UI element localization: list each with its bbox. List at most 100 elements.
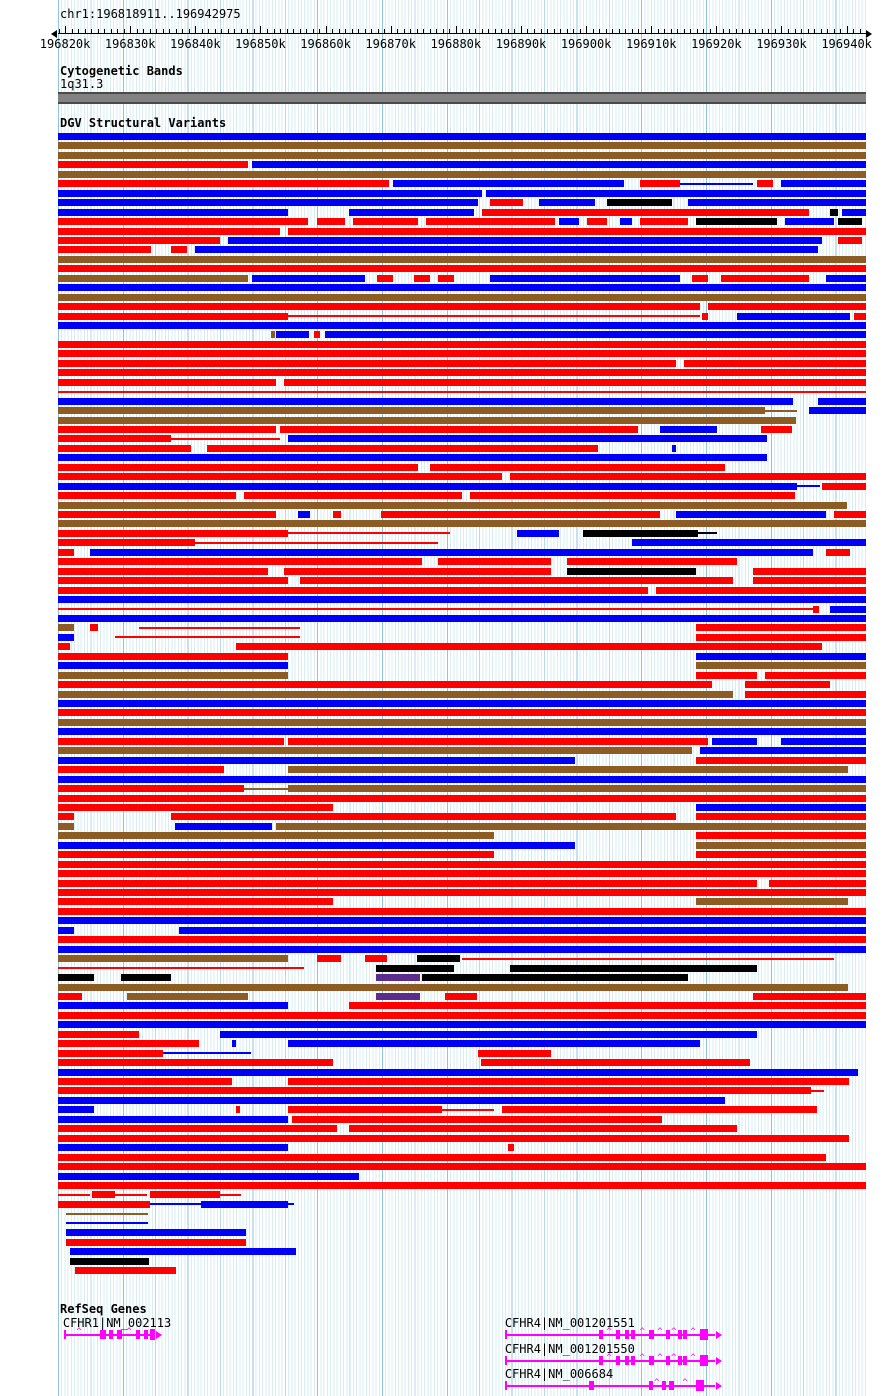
variant-bar[interactable] [696, 898, 849, 906]
variant-bar[interactable] [243, 787, 289, 790]
variant-bar[interactable] [58, 390, 866, 393]
variant-bar[interactable] [756, 180, 774, 188]
variant-bar[interactable] [58, 967, 305, 970]
variant-bar[interactable] [58, 936, 866, 944]
variant-bar[interactable] [276, 331, 310, 339]
variant-bar[interactable] [276, 822, 866, 830]
variant-bar[interactable] [90, 624, 99, 632]
variant-bar[interactable] [821, 482, 866, 490]
variant-bar[interactable] [58, 813, 75, 821]
variant-bar[interactable] [696, 851, 866, 859]
variant-bar[interactable] [58, 142, 866, 150]
variant-bar[interactable] [829, 208, 838, 216]
variant-bar[interactable] [58, 397, 794, 405]
cytogenetic-band-bar[interactable] [58, 92, 866, 104]
variant-bar[interactable] [58, 608, 814, 610]
variant-bar[interactable] [284, 378, 866, 386]
variant-bar[interactable] [58, 586, 648, 594]
variant-bar[interactable] [58, 671, 289, 679]
variant-bar[interactable] [58, 520, 866, 528]
variant-bar[interactable] [127, 992, 248, 1000]
variant-bar[interactable] [490, 274, 681, 282]
variant-bar[interactable] [58, 1096, 726, 1104]
variant-bar[interactable] [833, 511, 866, 518]
variant-bar[interactable] [437, 274, 454, 282]
variant-bar[interactable] [825, 548, 850, 556]
variant-bar[interactable] [171, 246, 188, 254]
variant-bar[interactable] [58, 926, 75, 934]
variant-bar[interactable] [58, 1163, 866, 1171]
variant-bar[interactable] [58, 501, 848, 509]
variant-bar[interactable] [58, 643, 71, 651]
exon[interactable] [683, 1330, 688, 1339]
variant-bar[interactable] [66, 1229, 247, 1237]
variant-bar[interactable] [58, 1134, 850, 1142]
variant-bar[interactable] [58, 199, 479, 207]
variant-bar[interactable] [348, 1002, 866, 1010]
variant-bar[interactable] [482, 208, 810, 216]
variant-bar[interactable] [66, 1212, 149, 1215]
variant-bar[interactable] [416, 955, 461, 963]
variant-bar[interactable] [58, 1078, 232, 1085]
variant-bar[interactable] [817, 397, 866, 405]
variant-bar[interactable] [510, 964, 757, 972]
variant-bar[interactable] [421, 974, 689, 982]
variant-bar[interactable] [558, 218, 580, 226]
variant-bar[interactable] [58, 1011, 866, 1019]
variant-bar[interactable] [825, 274, 866, 282]
exon[interactable] [699, 1355, 708, 1366]
variant-bar[interactable] [150, 1203, 201, 1206]
variant-bar[interactable] [58, 851, 495, 859]
variant-bar[interactable] [696, 633, 866, 641]
variant-bar[interactable] [58, 841, 576, 849]
variant-bar[interactable] [58, 822, 75, 830]
variant-bar[interactable] [58, 737, 285, 745]
variant-bar[interactable] [58, 756, 576, 764]
variant-bar[interactable] [121, 974, 172, 982]
variant-bar[interactable] [736, 312, 850, 320]
variant-bar[interactable] [680, 182, 753, 185]
variant-bar[interactable] [58, 407, 765, 415]
variant-bar[interactable] [413, 274, 430, 282]
exon[interactable] [143, 1330, 148, 1339]
variant-bar[interactable] [58, 1181, 866, 1189]
variant-bar[interactable] [377, 274, 394, 282]
variant-bar[interactable] [769, 879, 866, 887]
variant-bar[interactable] [58, 435, 172, 443]
variant-bar[interactable] [841, 208, 866, 216]
exon[interactable] [108, 1330, 113, 1339]
variant-bar[interactable] [692, 274, 709, 282]
variant-bar[interactable] [348, 1125, 737, 1133]
variant-bar[interactable] [325, 331, 866, 339]
variant-bar[interactable] [376, 964, 454, 972]
variant-bar[interactable] [58, 1115, 289, 1123]
variant-bar[interactable] [760, 425, 792, 433]
variant-bar[interactable] [58, 170, 866, 178]
exon[interactable] [630, 1356, 635, 1365]
variant-bar[interactable] [58, 766, 224, 774]
variant-bar[interactable] [58, 463, 418, 471]
variant-bar[interactable] [280, 425, 639, 433]
gene-model-baseline[interactable] [504, 1385, 715, 1387]
variant-bar[interactable] [567, 558, 737, 566]
variant-bar[interactable] [58, 681, 713, 689]
variant-bar[interactable] [58, 785, 244, 793]
exon[interactable] [136, 1330, 141, 1339]
variant-bar[interactable] [508, 1144, 514, 1152]
variant-bar[interactable] [781, 180, 866, 188]
exon[interactable] [615, 1330, 620, 1339]
variant-bar[interactable] [251, 274, 366, 282]
variant-bar[interactable] [271, 331, 275, 339]
variant-bar[interactable] [58, 293, 866, 301]
variant-bar[interactable] [288, 315, 701, 318]
variant-bar[interactable] [243, 492, 462, 500]
variant-bar[interactable] [797, 485, 820, 488]
variant-bar[interactable] [138, 626, 301, 629]
variant-bar[interactable] [853, 312, 866, 320]
variant-bar[interactable] [58, 596, 866, 604]
variant-bar[interactable] [300, 577, 733, 585]
variant-bar[interactable] [58, 425, 277, 433]
variant-bar[interactable] [58, 1030, 139, 1038]
variant-bar[interactable] [114, 1193, 147, 1196]
exon[interactable] [100, 1330, 107, 1339]
